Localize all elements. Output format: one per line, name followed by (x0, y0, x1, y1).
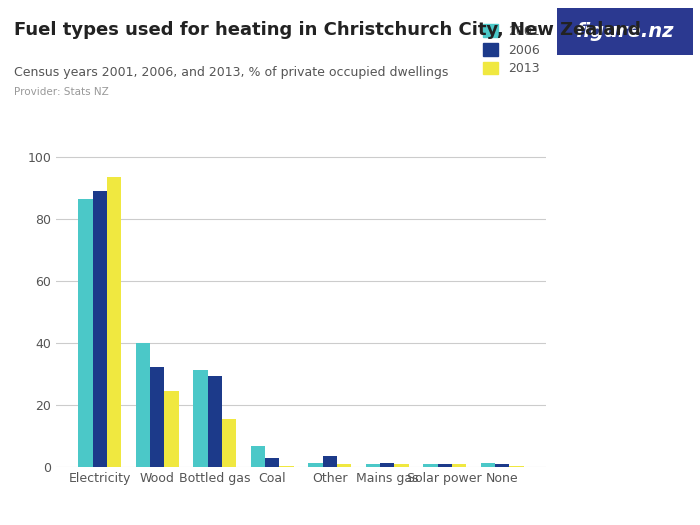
Bar (265, 458, 279, 467)
Bar (164, 391, 179, 467)
Bar (208, 376, 222, 467)
Bar (308, 463, 323, 467)
Text: Fuel types used for heating in Christchurch City, New Zealand: Fuel types used for heating in Christchu… (14, 21, 641, 39)
Bar (452, 464, 466, 467)
Text: Provider: Stats NZ: Provider: Stats NZ (14, 87, 108, 97)
Bar (107, 177, 121, 467)
Bar (222, 419, 237, 467)
Bar (150, 366, 164, 467)
Bar (423, 464, 438, 467)
Legend: 2001, 2006, 2013: 2001, 2006, 2013 (483, 24, 540, 75)
Bar (510, 466, 524, 467)
Bar (365, 464, 380, 467)
Bar (394, 464, 409, 467)
Bar (380, 463, 394, 467)
Bar (279, 466, 294, 467)
Bar (136, 343, 150, 467)
Text: Census years 2001, 2006, and 2013, % of private occupied dwellings: Census years 2001, 2006, and 2013, % of … (14, 66, 449, 79)
Bar (78, 199, 92, 467)
Bar (92, 191, 107, 467)
Bar (323, 456, 337, 467)
Bar (193, 370, 208, 467)
Bar (251, 446, 265, 467)
Bar (438, 464, 452, 467)
Bar (337, 464, 351, 467)
Bar (495, 464, 510, 467)
Text: figure.nz: figure.nz (575, 22, 674, 41)
Bar (481, 463, 495, 467)
